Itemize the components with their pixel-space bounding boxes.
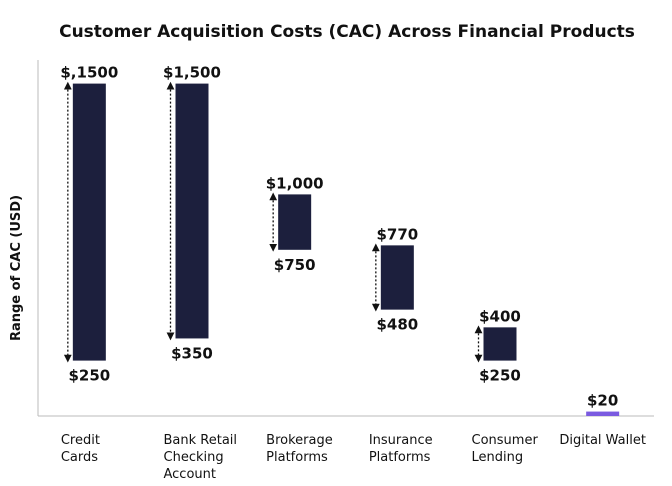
category-label-5: Digital Wallet [559,433,646,448]
category-label-line: Consumer [472,433,539,448]
high-label-5: $20 [587,392,618,410]
low-label-3: $480 [376,316,418,334]
category-label-line: Brokerage [266,433,333,448]
low-label-2: $750 [274,256,316,274]
high-label-3: $770 [376,225,418,243]
low-label-1: $350 [171,344,213,362]
category-label-line: Account [164,467,217,482]
bar-2 [278,194,312,250]
category-label-line: Credit [61,433,100,448]
category-label-line: Platforms [266,450,328,465]
category-label-0: Credit Cards [61,433,100,465]
category-label-4: Consumer Lending [472,433,539,465]
category-label-line: Platforms [369,450,431,465]
category-label-line: Checking [164,450,224,465]
category-label-2: Brokerage Platforms [266,433,333,465]
bar-3 [380,245,414,310]
category-label-line: Cards [61,450,98,465]
category-label-line: Digital Wallet [559,433,646,448]
category-label-3: Insurance Platforms [369,433,433,465]
low-label-0: $250 [68,367,110,385]
chart-title: Customer Acquisition Costs (CAC) Across … [59,22,635,42]
high-label-4: $400 [479,307,521,325]
y-axis-label: Range of CAC (USD) [9,195,24,341]
high-label-1: $1,500 [163,64,221,82]
bar-1 [175,83,209,339]
low-label-4: $250 [479,367,521,385]
category-label-line: Bank Retail [164,433,238,448]
bar-0 [72,83,106,361]
chart-marks: $,1500 $250 Credit Cards $1,500 $350 Bank Reta… [60,64,646,482]
high-label-2: $1,000 [266,174,324,192]
category-label-line: Lending [472,450,524,465]
category-label-1: Bank Retail Checking Account [164,433,238,482]
bar-4 [483,327,517,361]
category-label-line: Insurance [369,433,433,448]
bar-5 [586,411,620,416]
high-label-0: $,1500 [60,64,118,82]
